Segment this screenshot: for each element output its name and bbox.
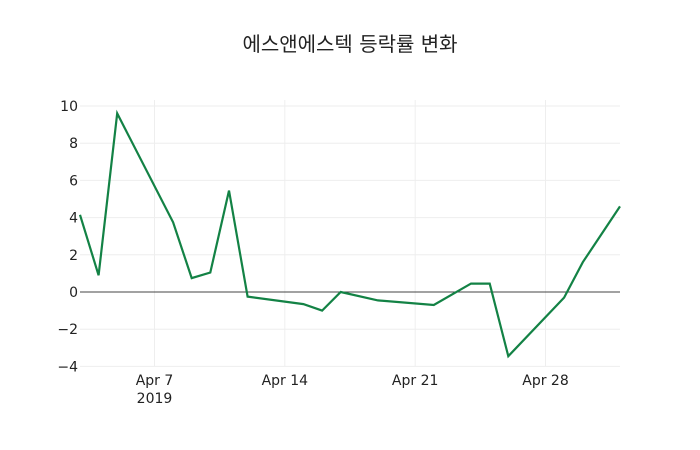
x-tick-label: Apr 14 [262,373,309,389]
series-line [78,109,621,359]
x-axis-ticks: Apr 7 2019 Apr 14 Apr 21 Apr 28 [136,373,569,407]
grid-lines [80,100,620,367]
x-tick-label: Apr 7 [136,373,174,389]
y-tick-label: 10 [60,99,78,115]
y-tick-label: 4 [69,211,78,227]
x-tick-label: Apr 28 [522,373,568,389]
chart-title: 에스앤에스텍 등락률 변화 [242,32,458,56]
y-tick-label: 0 [69,285,78,301]
x-tick-year-label: 2019 [137,391,173,407]
y-tick-label: 8 [69,136,78,152]
y-tick-label: 6 [69,173,78,189]
y-tick-label: −2 [57,322,78,338]
x-tick-label: Apr 21 [392,373,438,389]
y-tick-label: −4 [57,359,78,375]
y-tick-label: 2 [69,248,78,264]
y-axis-ticks: 10 8 6 4 2 0 −2 −4 [57,99,78,375]
